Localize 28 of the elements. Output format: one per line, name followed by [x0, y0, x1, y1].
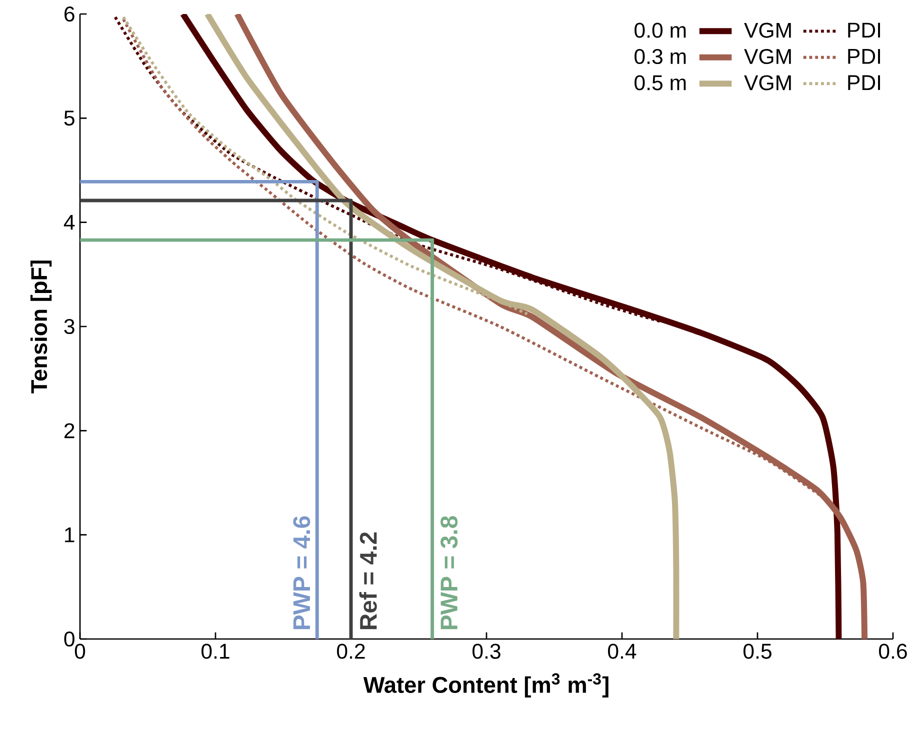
x-tick-label: 0.6	[879, 644, 907, 659]
annotation: PWP = 4.6	[293, 516, 310, 630]
annotation: 0.5 m	[634, 75, 686, 90]
y-tick-label: 5	[64, 110, 74, 126]
y-tick-label: 6	[64, 6, 74, 22]
x-axis-title: Water Content [m$^{3}$ m$^{-3}$]	[363, 673, 608, 698]
annotation: Ref = 4.2	[359, 532, 377, 630]
y-tick-label: 2	[64, 423, 74, 438]
y-tick-label: 3	[64, 318, 74, 334]
y-tick-label: 0	[64, 631, 74, 647]
legend-label: VGM	[744, 22, 791, 38]
y-tick-label: 1	[65, 527, 74, 542]
x-tick-label: 0.4	[608, 644, 636, 659]
y-tick-label: 4	[64, 214, 75, 230]
x-tick-label: 0	[74, 644, 86, 659]
legend-label: PDI	[848, 75, 880, 90]
legend-label: VGM	[744, 48, 791, 64]
x-tick-label: 0.1	[202, 644, 230, 659]
y-axis-title: Tension [pF]	[30, 260, 52, 394]
annotation: 0.0 m	[634, 22, 686, 38]
legend-label: VGM	[744, 75, 791, 90]
annotation: 0.3 m	[634, 48, 686, 64]
x-tick-label: 0.5	[744, 644, 772, 659]
x-tick-label: 0.2	[337, 644, 365, 659]
legend-label: PDI	[848, 49, 880, 64]
x-tick-label: 0.3	[472, 644, 500, 659]
annotation: PWP = 3.8	[440, 516, 458, 630]
legend-label: PDI	[848, 22, 880, 38]
